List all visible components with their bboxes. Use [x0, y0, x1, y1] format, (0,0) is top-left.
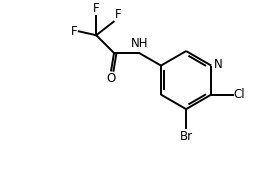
- Text: F: F: [115, 8, 121, 21]
- Text: Br: Br: [180, 130, 193, 143]
- Text: N: N: [214, 58, 223, 71]
- Text: O: O: [107, 72, 116, 85]
- Text: Cl: Cl: [233, 88, 245, 101]
- Text: NH: NH: [131, 37, 148, 50]
- Text: F: F: [71, 25, 78, 38]
- Text: F: F: [93, 2, 100, 15]
